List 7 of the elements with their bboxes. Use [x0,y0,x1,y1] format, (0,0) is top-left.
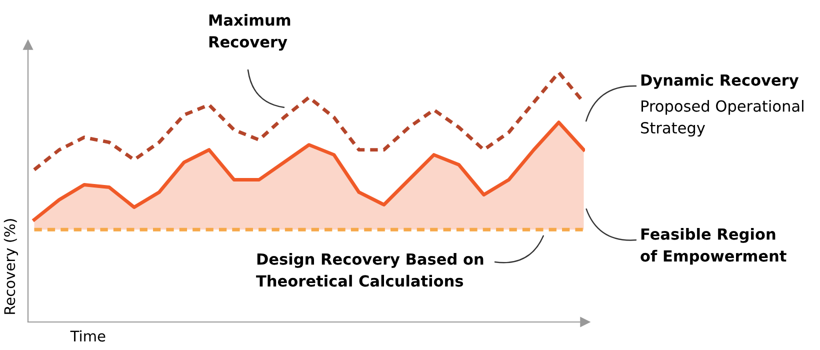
text: Dynamic Recovery [641,74,799,89]
text: Proposed Operational Strategy [641,100,804,137]
text: Feasible Region of Empowerment [640,228,786,265]
x-axis-title: Time [70,330,106,342]
text: Maximum Recovery [209,14,290,51]
annotation: Design Recovery Based on Theoretical Calculations [256,253,484,287]
y-axis-title: Recovery (%) [4,219,18,314]
